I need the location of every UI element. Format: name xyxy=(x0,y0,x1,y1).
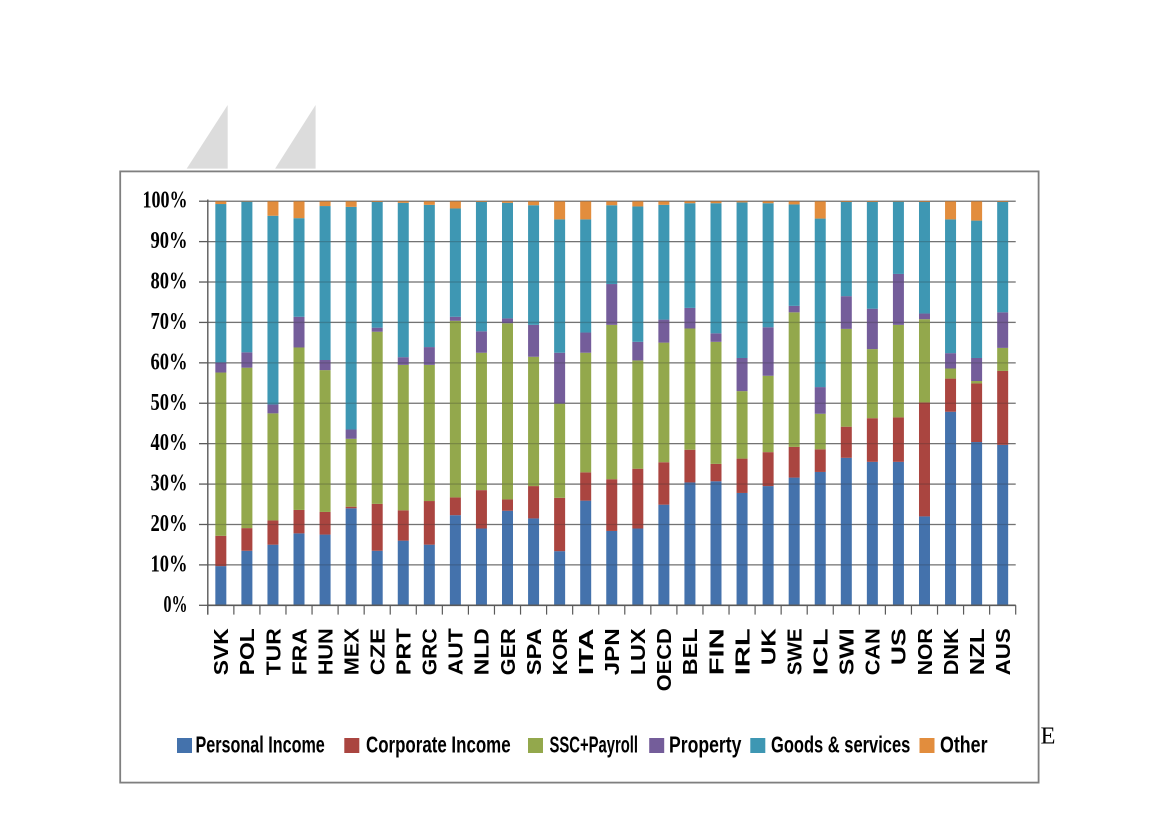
svg-text:NZL: NZL xyxy=(967,628,989,675)
svg-text:TUR: TUR xyxy=(263,628,285,676)
svg-text:KOR: KOR xyxy=(550,628,572,676)
svg-text:SWE: SWE xyxy=(784,628,806,675)
svg-text:ICL: ICL xyxy=(811,628,833,675)
svg-text:JPN: JPN xyxy=(602,628,624,675)
svg-text:PRT: PRT xyxy=(394,628,416,675)
svg-text:US: US xyxy=(889,628,911,665)
svg-text:IRL: IRL xyxy=(732,628,754,675)
svg-text:HUN: HUN xyxy=(315,628,337,675)
svg-text:Property: Property xyxy=(669,732,742,758)
svg-text:0%: 0% xyxy=(164,592,188,618)
svg-text:GER: GER xyxy=(498,628,520,676)
svg-text:30%: 30% xyxy=(151,471,188,497)
svg-text:10%: 10% xyxy=(151,551,188,577)
svg-text:60%: 60% xyxy=(151,349,188,375)
svg-text:CZE: CZE xyxy=(368,628,390,675)
svg-text:SWI: SWI xyxy=(837,628,859,675)
svg-text:E: E xyxy=(1041,723,1056,750)
svg-text:NLD: NLD xyxy=(472,628,494,675)
svg-text:20%: 20% xyxy=(151,511,188,537)
svg-text:90%: 90% xyxy=(151,228,188,254)
svg-text:CAN: CAN xyxy=(863,628,885,675)
svg-text:70%: 70% xyxy=(151,309,188,335)
svg-text:GRC: GRC xyxy=(420,628,442,675)
svg-text:Corporate Income: Corporate Income xyxy=(366,732,511,758)
svg-text:DNK: DNK xyxy=(941,628,963,676)
svg-text:SSC+Payroll: SSC+Payroll xyxy=(550,732,639,758)
svg-text:Other: Other xyxy=(940,732,988,758)
svg-text:FIN: FIN xyxy=(706,628,728,675)
svg-text:LUX: LUX xyxy=(628,628,650,676)
svg-text:BEL: BEL xyxy=(680,628,702,675)
svg-text:Goods & services: Goods & services xyxy=(771,732,910,758)
svg-text:Personal Income: Personal Income xyxy=(196,732,325,758)
svg-text:100%: 100% xyxy=(143,188,188,214)
svg-text:AUS: AUS xyxy=(993,628,1015,675)
svg-text:UK: UK xyxy=(758,628,780,666)
svg-text:POL: POL xyxy=(237,628,259,675)
svg-text:ITA: ITA xyxy=(576,628,598,675)
svg-text:40%: 40% xyxy=(151,430,188,456)
svg-text:80%: 80% xyxy=(151,269,188,295)
svg-text:OECD: OECD xyxy=(654,628,676,691)
svg-text:AUT: AUT xyxy=(446,628,468,675)
svg-text:SPA: SPA xyxy=(524,628,546,675)
svg-text:50%: 50% xyxy=(151,390,188,416)
svg-text:FRA: FRA xyxy=(289,628,311,675)
svg-text:NOR: NOR xyxy=(915,628,937,676)
svg-text:SVK: SVK xyxy=(211,628,233,676)
svg-text:MEX: MEX xyxy=(341,628,363,676)
